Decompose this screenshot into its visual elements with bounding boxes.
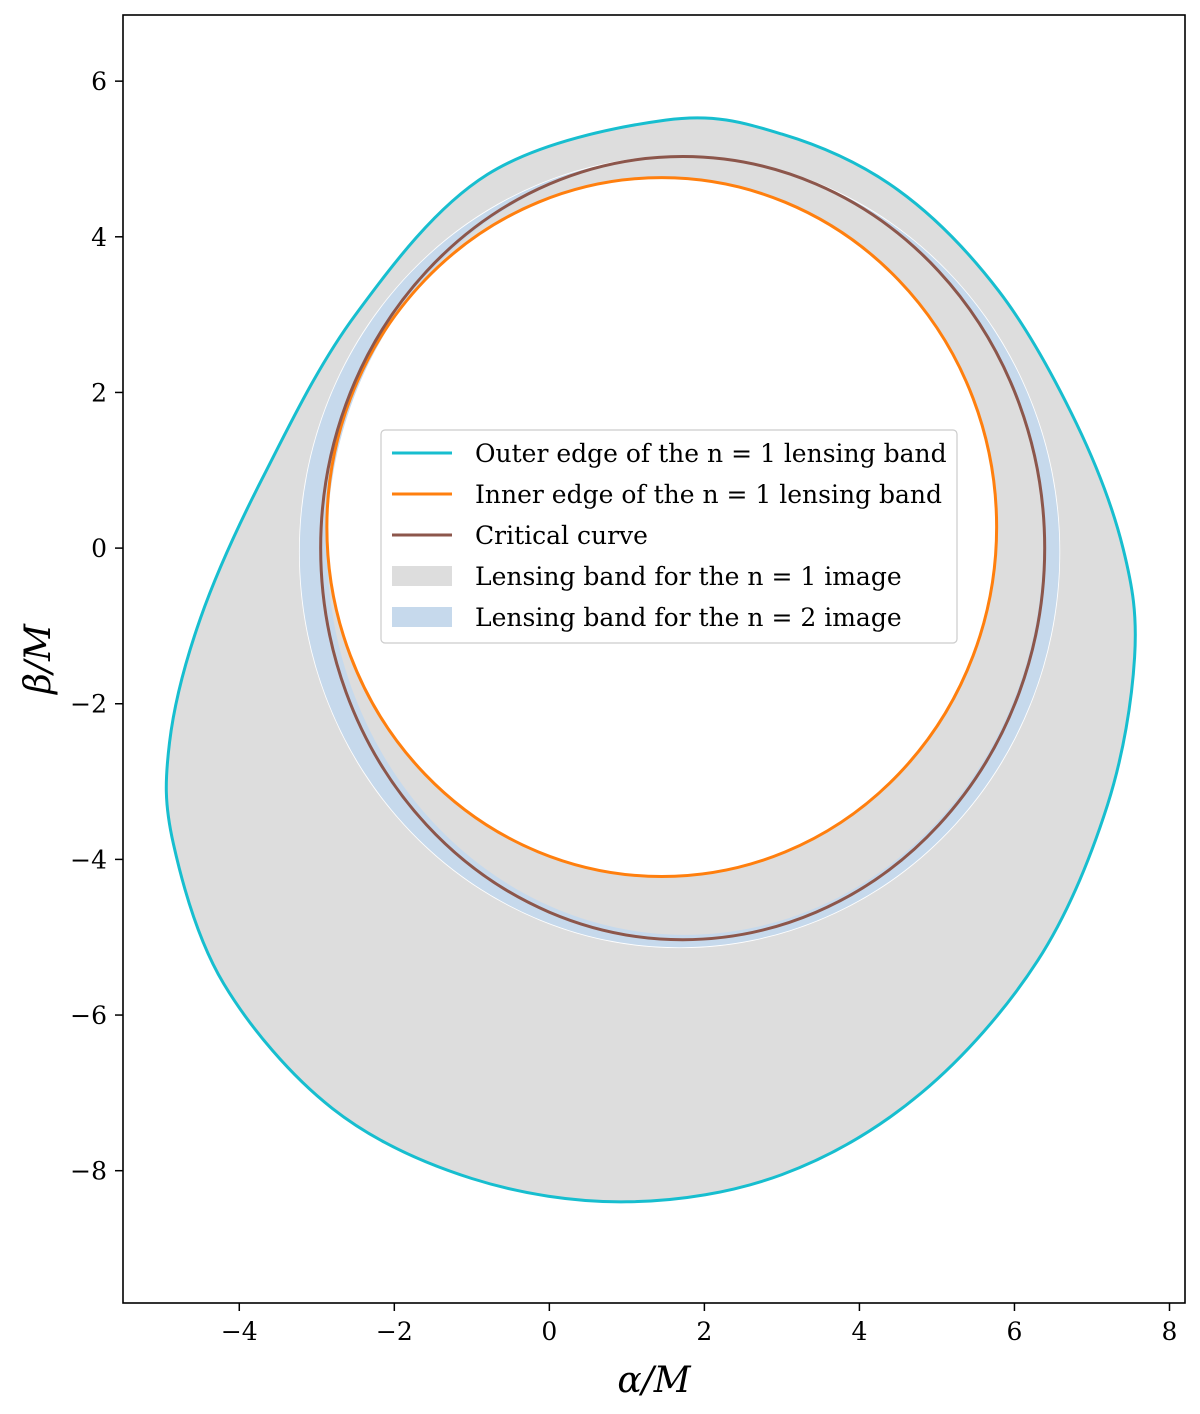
x-tick-label: −4 (221, 1317, 258, 1346)
x-tick-label: 0 (541, 1317, 557, 1346)
critical-curve-line (319, 154, 1047, 942)
legend-swatch (392, 607, 452, 627)
n1-lensing-band-fill (166, 117, 1136, 1202)
x-tick-label: 6 (1007, 1317, 1023, 1346)
legend-label: Lensing band for the n = 2 image (475, 603, 902, 632)
y-tick-label: −6 (70, 1001, 107, 1030)
plot-frame (122, 14, 1186, 1304)
x-tick-label: 4 (851, 1317, 867, 1346)
inner-edge-line (325, 176, 999, 878)
y-tick-label: 0 (91, 534, 107, 563)
y-tick-label: −4 (70, 845, 107, 874)
x-axis-label: α/M (617, 1360, 691, 1401)
y-tick-label: 2 (91, 378, 107, 407)
x-tick-label: 8 (1162, 1317, 1178, 1346)
legend-label: Outer edge of the n = 1 lensing band (475, 439, 947, 468)
y-tick-label: −2 (70, 690, 107, 719)
y-axis-label: β/M (18, 623, 59, 696)
x-tick-label: −2 (376, 1317, 413, 1346)
legend-label: Lensing band for the n = 1 image (475, 562, 902, 591)
outer-edge-line (164, 116, 1137, 1204)
y-tick-label: 6 (91, 67, 107, 96)
x-tick-label: 2 (696, 1317, 712, 1346)
legend-label: Inner edge of the n = 1 lensing band (475, 480, 942, 509)
legend-label: Critical curve (475, 521, 648, 550)
legend-frame (380, 429, 958, 644)
y-tick-label: −8 (70, 1157, 107, 1186)
legend: Outer edge of the n = 1 lensing band Inne… (380, 429, 958, 644)
y-tick-label: 4 (91, 223, 107, 252)
legend-swatch (392, 566, 452, 586)
